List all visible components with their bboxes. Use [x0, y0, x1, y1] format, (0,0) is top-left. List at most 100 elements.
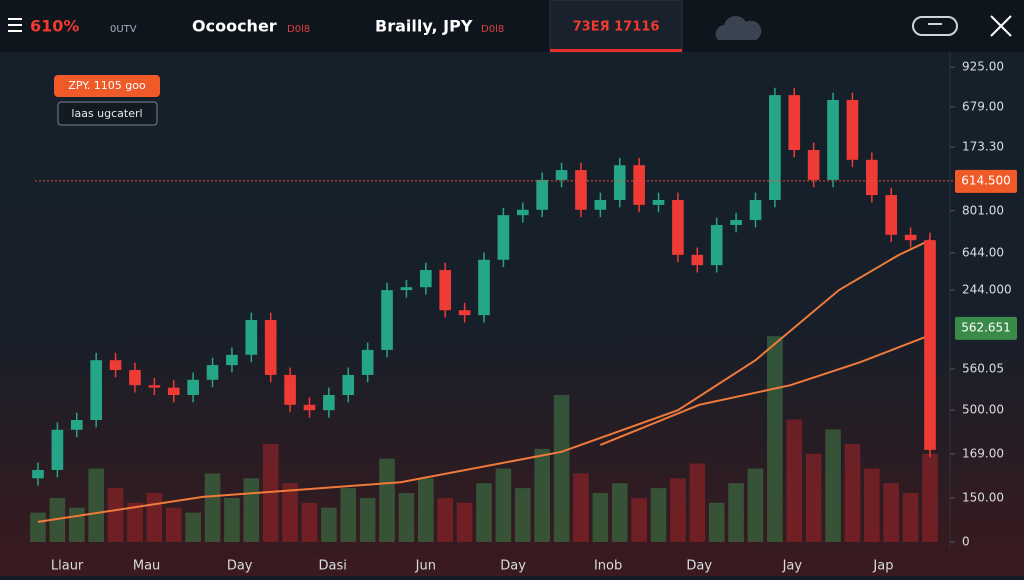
- volume-bar: [437, 497, 454, 542]
- volume-bar: [282, 483, 298, 542]
- header-label: 610%: [30, 17, 79, 36]
- candle-body: [303, 404, 316, 411]
- y-tick-label: 679.00: [962, 99, 1004, 113]
- header-bar: [0, 0, 1024, 52]
- candle-body: [458, 310, 471, 316]
- candle-body: [381, 290, 393, 350]
- volume-bar: [786, 419, 803, 542]
- candle-body: [594, 199, 607, 210]
- volume-bar: [844, 444, 861, 542]
- y-tick-label: 0: [962, 535, 970, 549]
- volume-bar: [553, 395, 570, 542]
- candle-body: [536, 179, 548, 210]
- price-marker-label: 562.651: [961, 320, 1011, 334]
- y-tick-label: 169.00: [962, 446, 1004, 460]
- candle-body: [361, 349, 374, 375]
- header-label: Brailly, JPY: [375, 17, 473, 36]
- volume-bar: [476, 483, 492, 542]
- price-marker-label: 614.500: [961, 173, 1011, 187]
- candle-body: [245, 320, 258, 355]
- candle-body: [284, 374, 296, 405]
- volume-bar: [805, 453, 822, 542]
- volume-bar: [767, 336, 783, 542]
- candle-body: [226, 354, 238, 366]
- candle-body: [633, 165, 645, 205]
- candle-body: [32, 469, 44, 479]
- candle-body: [788, 95, 801, 150]
- volume-bar: [204, 473, 221, 542]
- y-tick-label: 244.000: [962, 283, 1012, 297]
- y-tick-label: 801.00: [962, 203, 1004, 217]
- candle-body: [90, 360, 102, 420]
- moving-average: [37, 239, 931, 523]
- volume-bar: [864, 468, 880, 542]
- candle-body: [885, 195, 898, 235]
- candle-body: [613, 165, 626, 200]
- volume-bar: [573, 473, 589, 542]
- volume-bar: [165, 507, 182, 542]
- x-tick-label: Day: [686, 559, 712, 574]
- candle-body: [691, 254, 704, 266]
- header-sub: 0UTV: [110, 24, 137, 35]
- volume-bar: [883, 483, 900, 542]
- candle-body: [555, 170, 568, 180]
- x-tick-label: Dasi: [319, 559, 347, 574]
- cloud-icon: [715, 16, 762, 40]
- candle-body: [575, 170, 587, 210]
- volume-bar: [689, 463, 706, 542]
- volume-bar: [670, 478, 686, 542]
- tab[interactable]: [549, 0, 683, 53]
- candle-body: [672, 199, 684, 255]
- volume-bar: [611, 483, 628, 542]
- volume-bar: [243, 478, 260, 542]
- volume-bar: [224, 497, 240, 542]
- menu-icon[interactable]: [8, 18, 22, 32]
- y-tick-label: 644.00: [962, 245, 1004, 259]
- close-icon[interactable]: [990, 15, 1012, 37]
- badge: [54, 75, 160, 97]
- x-tick-label: Day: [227, 559, 253, 574]
- candle-body: [710, 224, 723, 266]
- volume-bar: [301, 502, 318, 542]
- candle-body: [439, 270, 452, 311]
- volume-bar: [534, 448, 550, 542]
- candle-body: [749, 199, 762, 221]
- volume-bar: [185, 512, 201, 542]
- candle-body: [187, 379, 199, 395]
- header-sub: D0l8: [287, 24, 310, 35]
- candle-body: [807, 150, 820, 180]
- x-tick-label: Llaur: [51, 559, 84, 574]
- volume-bar: [359, 497, 376, 542]
- badge-label: ZPY. 1105 goo: [68, 79, 146, 92]
- x-tick-label: Day: [500, 559, 526, 574]
- volume-bar: [708, 502, 725, 542]
- volume-bar: [514, 488, 531, 542]
- volume-bar: [321, 507, 337, 542]
- x-tick-label: Inob: [594, 559, 622, 574]
- glasses-icon[interactable]: [912, 16, 958, 36]
- candle-body: [148, 385, 161, 388]
- volume-bar: [68, 507, 85, 542]
- y-tick-label: 173.30: [962, 140, 1004, 154]
- volume-bar: [825, 429, 841, 542]
- candle-body: [652, 199, 665, 205]
- x-tick-label: Jun: [415, 559, 436, 574]
- header-label: Ocoocher: [192, 17, 277, 36]
- candle-body: [264, 320, 277, 375]
- volume-bar: [146, 493, 163, 542]
- header-sub: D0l8: [481, 24, 504, 35]
- candle-body: [730, 220, 742, 225]
- candle-body: [51, 429, 64, 470]
- volume-bar: [456, 502, 473, 542]
- volume-bar: [340, 488, 357, 542]
- volume-bar: [30, 512, 46, 542]
- x-tick-label: Jay: [782, 559, 803, 574]
- candle-body: [478, 259, 490, 316]
- candle-body: [323, 395, 335, 411]
- volume-bar: [728, 483, 744, 542]
- candle-body: [167, 387, 180, 395]
- volume-bar: [398, 493, 415, 542]
- tab-underline: [550, 49, 682, 52]
